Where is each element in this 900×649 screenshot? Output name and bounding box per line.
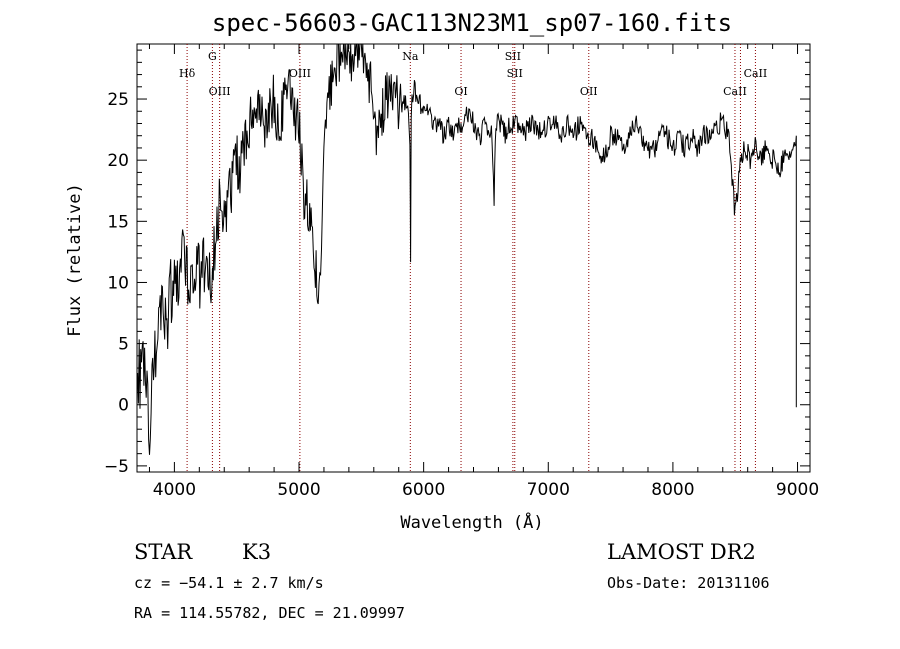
spectral-subclass: K3	[242, 540, 272, 564]
x-tick-label: 8000	[651, 480, 694, 500]
spectral-line-label: G	[208, 50, 217, 63]
spectral-line-label: CaII	[723, 85, 747, 98]
obs-date-text: Obs-Date: 20131106	[607, 574, 770, 592]
axis-ticks: 4000 5000 6000 7000 8000 9000 −5 0 5 10 15 20 25	[104, 44, 819, 500]
x-tick-label: 7000	[527, 480, 570, 500]
y-tick-label: 0	[118, 396, 129, 416]
spectral-line-label: SII	[505, 50, 521, 63]
y-tick-label: −5	[104, 457, 129, 477]
coordinates-text: RA = 114.55782, DEC = 21.09997	[134, 604, 405, 622]
spectral-line-label: CaII	[744, 67, 768, 80]
y-tick-label: 5	[118, 335, 129, 355]
spectral-line-label: OII	[580, 85, 598, 98]
spectral-line-label: OIII	[289, 67, 311, 80]
spectral-line-label: OI	[454, 85, 467, 98]
spectral-line-label: OIII	[209, 85, 231, 98]
plot-frame	[136, 43, 811, 473]
spectral-line-label: Hδ	[179, 67, 196, 80]
x-tick-label: 6000	[402, 480, 445, 500]
chart-title: spec-56603-GAC113N23M1_sp07-160.fits	[212, 9, 732, 37]
redshift-text: cz = −54.1 ± 2.7 km/s	[134, 574, 324, 592]
y-tick-label: 10	[107, 273, 129, 293]
x-axis-label: Wavelength (Å)	[400, 511, 543, 533]
object-class: STAR	[134, 540, 193, 564]
x-tick-label: 9000	[776, 480, 819, 500]
survey-label: LAMOST DR2	[607, 540, 756, 564]
y-tick-label: 20	[107, 151, 129, 171]
x-tick-label: 4000	[153, 480, 196, 500]
spectrum-line	[137, 43, 797, 455]
spectral-line-label: Na	[402, 50, 419, 63]
y-axis-label: Flux (relative)	[65, 183, 85, 337]
spectral-line-markers: Hδ G OIII OIII Na OI SII SII OII CaII CaII	[179, 44, 767, 472]
y-tick-label: 25	[107, 90, 129, 110]
y-tick-label: 15	[107, 212, 129, 232]
spectral-line-label: SII	[507, 67, 523, 80]
x-tick-label: 5000	[277, 480, 320, 500]
